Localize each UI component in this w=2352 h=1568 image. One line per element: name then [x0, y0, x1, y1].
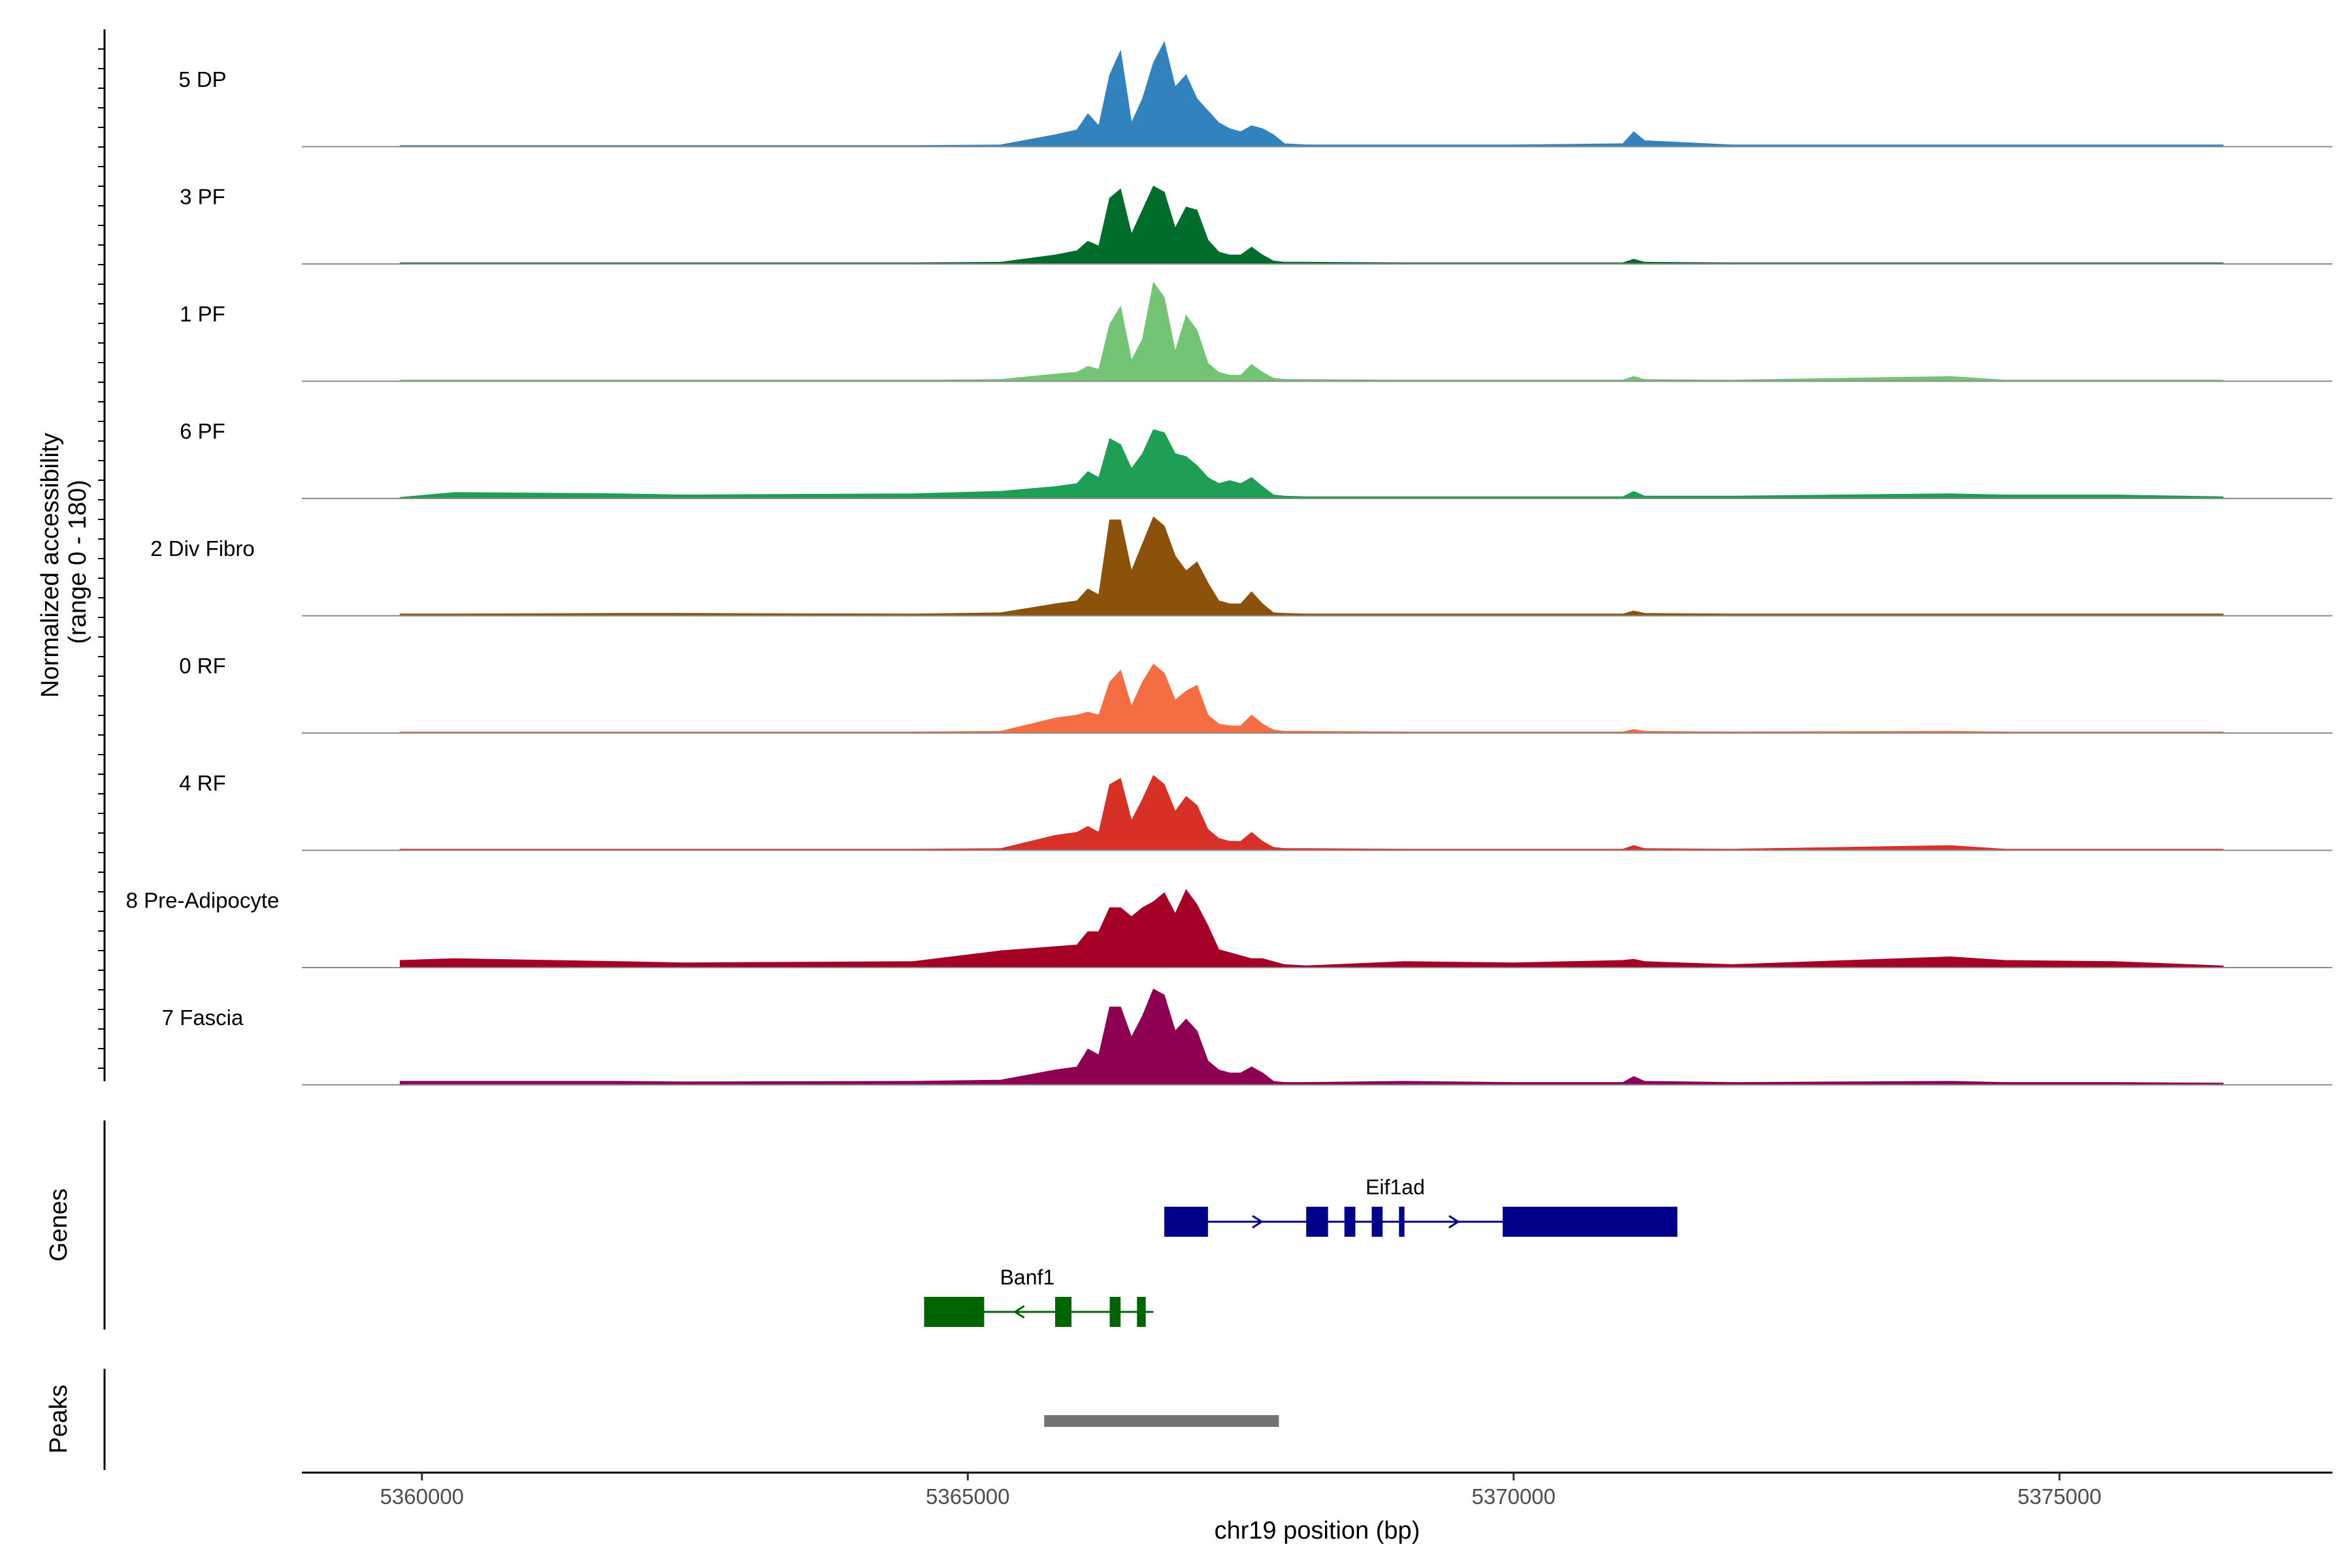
y-axis-title: Normalized accessibility (range 0 - 180) [37, 426, 91, 698]
peak-regions [1044, 1415, 1279, 1427]
y-axis-title-line-1: Normalized accessibility [37, 433, 64, 698]
coverage-track: 0 RF [179, 653, 2332, 734]
track-label: 8 Pre-Adipocyte [126, 888, 280, 912]
track-label: 0 RF [179, 653, 226, 678]
coverage-area [399, 988, 2224, 1085]
gene-label: Banf1 [1000, 1266, 1055, 1289]
coverage-area [399, 186, 2224, 265]
gene-label: Eif1ad [1365, 1175, 1425, 1199]
coverage-area [399, 663, 2224, 734]
track-label: 5 DP [178, 67, 226, 91]
gene-exon [1137, 1297, 1146, 1327]
gene-model: Banf1 [924, 1266, 1154, 1327]
coverage-track: 2 Div Fibro [150, 516, 2332, 617]
coverage-track: 1 PF [180, 282, 2332, 382]
coverage-track: 4 RF [179, 771, 2332, 851]
strand-arrow [1252, 1215, 1264, 1229]
gene-exon [1306, 1207, 1328, 1237]
gene-exon [1344, 1207, 1356, 1237]
coverage-area [399, 282, 2224, 382]
gene-exon [1399, 1207, 1405, 1237]
coverage-area [399, 429, 2224, 499]
coverage-track: 3 PF [180, 184, 2332, 265]
coverage-area [399, 889, 2224, 968]
track-label: 4 RF [179, 771, 226, 795]
genes-panel-title: Genes [45, 1188, 73, 1262]
coverage-area [399, 41, 2224, 147]
coverage-area [399, 516, 2224, 616]
x-tick-label: 5365000 [926, 1484, 1009, 1509]
track-label: 1 PF [180, 302, 225, 326]
track-label: 7 Fascia [162, 1005, 244, 1030]
y-axis-title-line-2: (range 0 - 180) [64, 480, 91, 644]
strand-arrow [1448, 1215, 1460, 1229]
x-tick-label: 5370000 [1472, 1484, 1556, 1509]
coverage-track: 8 Pre-Adipocyte [126, 888, 2332, 968]
coverage-track: 6 PF [180, 419, 2332, 499]
coverage-panel: Normalized accessibility (range 0 - 180)… [37, 29, 2332, 1086]
track-label: 2 Div Fibro [150, 536, 255, 561]
x-axis-title: chr19 position (bp) [1215, 1517, 1420, 1544]
gene-exon [924, 1297, 985, 1327]
gene-exon [1164, 1207, 1208, 1237]
coverage-track: 7 Fascia [162, 988, 2332, 1086]
peaks-panel-title: Peaks [45, 1384, 73, 1454]
gene-exon [1054, 1297, 1072, 1327]
gene-models: Eif1ad Banf1 [924, 1175, 1678, 1327]
genes-panel: Genes Eif1ad Banf1 [45, 1120, 1678, 1330]
x-tick-label: 5360000 [380, 1484, 464, 1509]
x-axis: 5360000 5365000 5370000 5375000 chr19 posit… [302, 1471, 2332, 1544]
coverage-y-ticks [98, 48, 105, 1069]
gene-exon [1503, 1207, 1678, 1237]
track-label: 3 PF [180, 184, 225, 208]
track-label: 6 PF [180, 419, 225, 443]
x-axis-ticks: 5360000 5365000 5370000 5375000 [380, 1473, 2102, 1509]
coverage-area [399, 775, 2224, 851]
gene-exon [1109, 1297, 1121, 1327]
strand-arrow [1013, 1305, 1025, 1319]
peaks-panel: Peaks [45, 1369, 1279, 1470]
gene-model: Eif1ad [1164, 1175, 1678, 1237]
x-tick-label: 5375000 [2017, 1484, 2101, 1509]
peak-bar [1044, 1415, 1279, 1427]
coverage-tracks: 5 DP 3 PF 1 PF 6 PF 2 Div Fibro 0 RF 4 RF 8 Pre… [126, 41, 2332, 1086]
coverage-track: 5 DP [178, 41, 2332, 148]
gene-exon [1371, 1207, 1383, 1237]
